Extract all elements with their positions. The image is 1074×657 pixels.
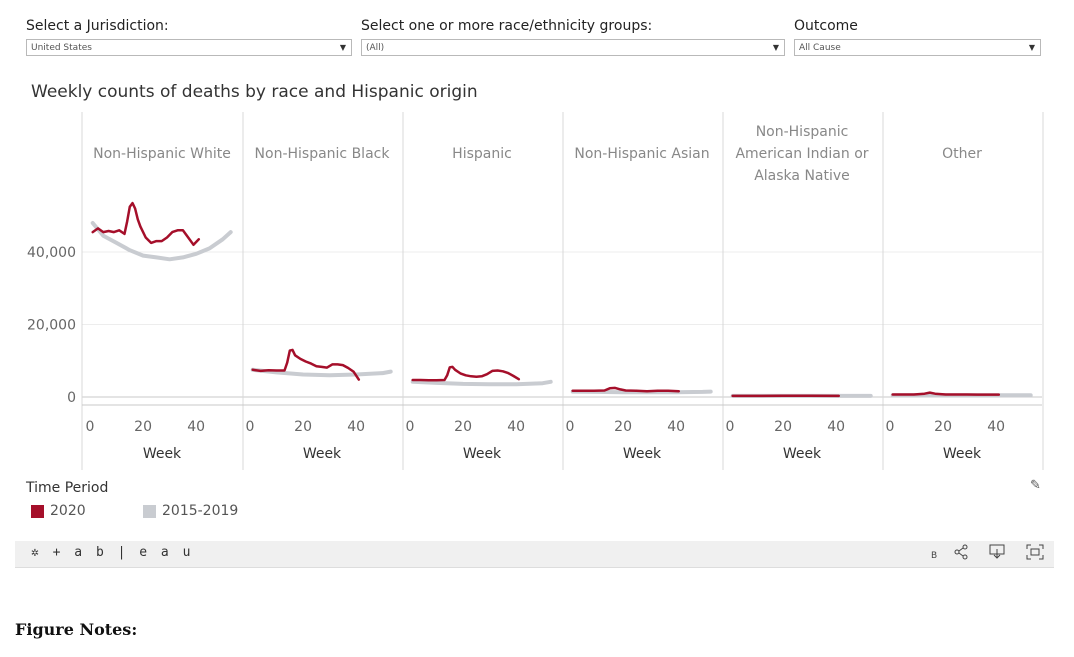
x-axis-label: Week [783,446,822,462]
legend-label-baseline: 2015-2019 [162,503,239,519]
share-icon[interactable] [953,544,969,564]
download-icon[interactable] [989,544,1005,564]
series-line-2020 [891,391,1001,396]
series-line-2015-2019 [250,367,393,378]
tableau-toolbar: ✲ + a b | e a u B [15,541,1054,568]
x-tick-label: 20 [454,419,472,435]
x-tick-label: 0 [886,419,895,435]
panel-label: Non-Hispanic [756,124,849,140]
x-axis-label: Week [303,446,342,462]
edit-icon[interactable]: ✎ [1030,478,1041,493]
x-tick-label: 0 [246,419,255,435]
jurisdiction-value: United States [31,43,92,53]
x-axis-label: Week [463,446,502,462]
panel-label: Other [942,146,982,162]
x-tick-label: 0 [566,419,575,435]
chevron-down-icon: ▼ [339,43,346,52]
series-line-2020 [411,365,521,382]
tableau-logo[interactable]: ✲ + a b | e a u [31,545,193,560]
x-tick-label: 40 [827,419,845,435]
x-tick-label: 40 [987,419,1005,435]
chart-title: Weekly counts of deaths by race and Hisp… [31,82,478,102]
chevron-down-icon: ▼ [772,43,779,52]
y-tick-label: 0 [67,390,76,406]
x-tick-label: 40 [667,419,685,435]
series-line-2020 [571,386,681,393]
x-tick-label: 20 [294,419,312,435]
small-multiples-chart: 0 20,000 40,000 Non-Hispanic White 0 20 40 Week… [27,112,1044,470]
tableau-wordmark: + a b | e a u [52,545,194,560]
outcome-select[interactable]: All Cause ▼ [794,39,1041,56]
legend-swatch-baseline [143,504,156,518]
legend-label-2020: 2020 [50,503,86,519]
tableau-logo-icon: ✲ [31,545,42,560]
figure-notes-heading: Figure Notes: [15,620,138,639]
series-line-2020 [251,348,361,381]
x-tick-label: 0 [406,419,415,435]
panel-label: American Indian or [735,146,868,162]
x-axis-label: Week [943,446,982,462]
x-tick-label: 20 [614,419,632,435]
fullscreen-icon[interactable] [1026,544,1044,564]
x-tick-label: 20 [934,419,952,435]
series-line-2015-2019 [410,379,553,387]
filter-jurisdiction-label: Select a Jurisdiction: [26,18,169,34]
filter-outcome-label: Outcome [794,18,858,34]
x-axis-label: Week [143,446,182,462]
race-select[interactable]: (All) ▼ [361,39,785,56]
panel-label: Alaska Native [754,168,850,184]
series-line-2020 [91,201,201,247]
x-tick-label: 40 [507,419,525,435]
x-tick-label: 20 [774,419,792,435]
panel-label: Non-Hispanic Black [255,146,391,162]
legend-title: Time Period [26,480,109,496]
legend-item-2020[interactable]: 2020 [31,503,86,519]
chevron-down-icon: ▼ [1028,43,1035,52]
filter-race-label: Select one or more race/ethnicity groups… [361,18,653,34]
outcome-value: All Cause [799,43,841,53]
x-tick-label: 0 [86,419,95,435]
panel-label: Non-Hispanic White [93,146,231,162]
x-tick-label: 40 [187,419,205,435]
legend-item-baseline[interactable]: 2015-2019 [143,503,238,519]
series-line-2015-2019 [90,221,233,262]
y-tick-label: 20,000 [27,318,76,334]
x-axis-label: Week [623,446,662,462]
x-tick-label: 40 [347,419,365,435]
race-value: (All) [366,43,385,53]
panel-label: Hispanic [452,146,512,162]
x-tick-label: 20 [134,419,152,435]
jurisdiction-select[interactable]: United States ▼ [26,39,352,56]
x-tick-label: 0 [726,419,735,435]
y-tick-label: 40,000 [27,245,76,261]
legend-swatch-2020 [31,504,44,518]
b-label: B [931,551,938,561]
panel-label: Non-Hispanic Asian [574,146,709,162]
